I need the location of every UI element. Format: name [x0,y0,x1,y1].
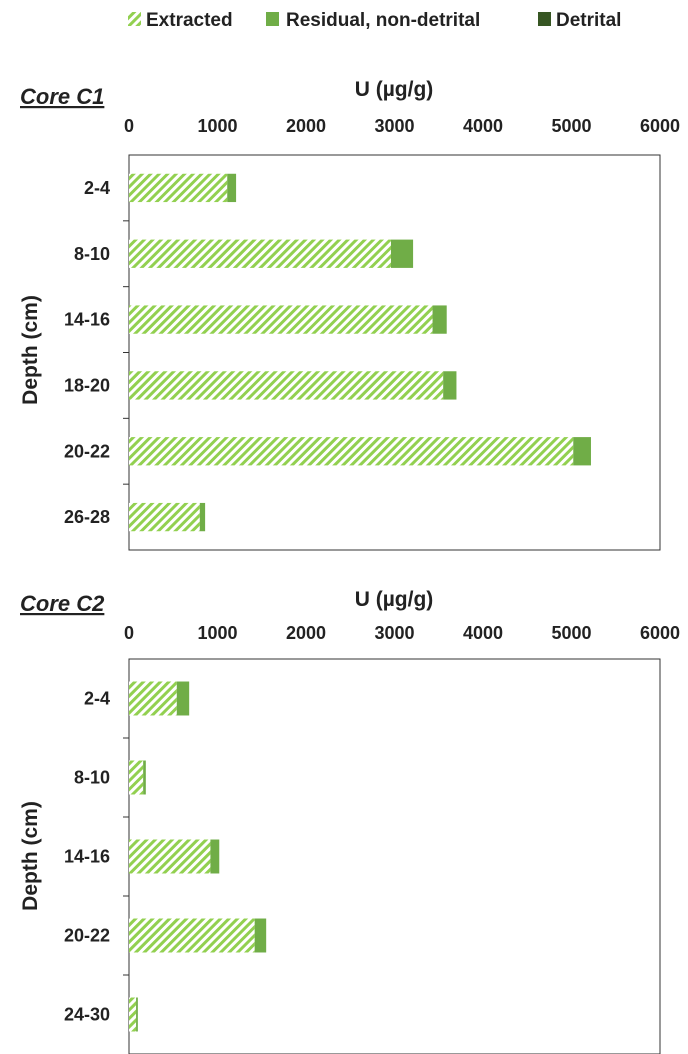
x-tick-label: 2000 [286,623,326,643]
bar-residual-non-detrital [443,371,457,400]
y-tick-label: 8-10 [74,244,110,264]
bar-residual-non-detrital [176,681,190,716]
x-tick-label: 0 [124,623,134,643]
y-tick-label: 14-16 [64,847,110,867]
bar-residual-non-detrital [143,760,146,795]
x-axis-title-c1: U (µg/g) [355,78,434,101]
plot-c1: 0 1000 2000 3000 4000 5000 6000 2-4 8-10 14-16 18-… [64,116,680,551]
x-tick-label: 0 [124,116,134,136]
y-tick-label: 8-10 [74,768,110,788]
legend-label-detrital: Detrital [556,10,621,31]
x-tick-label: 1000 [197,623,237,643]
x-tick-label: 1000 [197,116,237,136]
x-tick-label: 4000 [463,116,503,136]
bar-extracted [129,305,433,334]
x-tick-label: 5000 [551,116,591,136]
plot-frame [128,154,661,551]
y-axis-title-c2: Depth (cm) [19,801,42,911]
y-tick-label: 24-30 [64,1005,110,1025]
bar-residual-non-detrital [210,839,220,874]
bar-residual-non-detrital [390,239,414,268]
legend: Extracted Residual, non-detrital Detrita… [128,10,621,31]
bar-extracted [129,839,211,874]
legend-swatch-extracted [128,12,141,26]
y-tick-label: 2-4 [84,178,110,198]
bar-residual-non-detrital [432,305,447,334]
x-tick-label: 4000 [463,623,503,643]
y-tick-label: 14-16 [64,310,110,330]
y-tick-label: 18-20 [64,375,110,395]
y-tick-label: 20-22 [64,441,110,461]
x-tick-label: 6000 [640,623,680,643]
bar-extracted [129,239,391,268]
x-axis-title-c2: U (µg/g) [355,588,434,611]
bar-extracted [129,918,255,953]
x-tick-label: 5000 [551,623,591,643]
x-tick-label: 6000 [640,116,680,136]
bar-extracted [129,173,228,203]
panel-title-c1: Core C1 [20,84,104,109]
y-tick-label: 2-4 [84,689,110,709]
x-tick-label: 3000 [374,116,414,136]
panel-c2: Core C2 U (µg/g) Depth (cm) 0 1000 2000 300… [19,588,680,1054]
bar-extracted [129,681,177,716]
bar-residual-non-detrital [136,997,138,1032]
y-tick-label: 20-22 [64,926,110,946]
plot-c2: 0 1000 2000 3000 4000 5000 6000 2-4 8-10 14-16 20-… [64,623,680,1054]
legend-label-residual: Residual, non-detrital [286,10,480,31]
x-tick-label: 2000 [286,116,326,136]
panel-title-c2: Core C2 [20,591,105,616]
bar-extracted [129,371,444,400]
x-tick-label: 3000 [374,623,414,643]
bar-extracted [129,760,144,795]
bar-residual-non-detrital [254,918,267,953]
legend-label-extracted: Extracted [146,10,233,31]
legend-swatch-residual [266,12,279,26]
legend-swatch-detrital [538,12,551,26]
bar-residual-non-detrital [199,502,206,532]
y-tick-label: 26-28 [64,507,110,527]
bar-residual-non-detrital [573,437,591,466]
panel-c1: Core C1 U (µg/g) Depth (cm) 0 1000 2000 300… [19,78,680,551]
bar-extracted [129,502,200,532]
bar-residual-non-detrital [227,173,237,203]
y-axis-title-c1: Depth (cm) [19,295,42,405]
bar-extracted [129,437,574,466]
bar-extracted [129,997,137,1032]
